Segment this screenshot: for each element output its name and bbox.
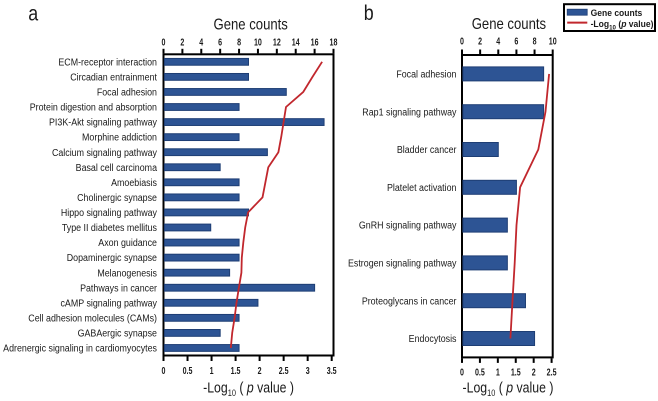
svg-text:14: 14 <box>292 36 300 48</box>
svg-text:Calcium signaling pathway: Calcium signaling pathway <box>52 147 157 159</box>
svg-text:-Log: -Log <box>203 379 228 395</box>
svg-text:(: ( <box>616 19 621 29</box>
svg-text:cAMP signaling pathway: cAMP signaling pathway <box>61 298 158 310</box>
svg-text:0: 0 <box>162 365 166 377</box>
svg-text:Basal cell carcinoma: Basal cell carcinoma <box>76 162 158 174</box>
svg-text:p: p <box>505 379 513 395</box>
svg-text:0: 0 <box>162 36 166 48</box>
svg-text:Proteoglycans in cancer: Proteoglycans in cancer <box>362 296 457 308</box>
svg-text:2: 2 <box>478 35 482 47</box>
svg-text:Cholinergic synapse: Cholinergic synapse <box>77 192 157 204</box>
svg-text:2.5: 2.5 <box>547 366 557 378</box>
svg-text:2.5: 2.5 <box>279 365 289 377</box>
svg-text:6: 6 <box>514 35 518 47</box>
svg-text:2: 2 <box>180 36 184 48</box>
svg-text:8: 8 <box>533 35 537 47</box>
svg-text:Amoebiasis: Amoebiasis <box>111 177 157 189</box>
svg-text:Adrenergic signaling in cardio: Adrenergic signaling in cardiomyocytes <box>3 343 157 355</box>
svg-text:(: ( <box>236 379 247 395</box>
svg-text:Endocytosis: Endocytosis <box>409 333 457 345</box>
svg-text:GABAergic synapse: GABAergic synapse <box>78 328 157 340</box>
svg-text:1: 1 <box>496 366 500 378</box>
svg-text:Rap1 signaling pathway: Rap1 signaling pathway <box>362 107 456 119</box>
svg-text:-Log: -Log <box>591 19 609 29</box>
svg-text:value ): value ) <box>513 379 553 395</box>
svg-text:Bladder cancer: Bladder cancer <box>397 144 457 156</box>
svg-text:4: 4 <box>496 35 500 47</box>
svg-text:Hippo signaling pathway: Hippo signaling pathway <box>61 207 157 219</box>
svg-text:Dopaminergic synapse: Dopaminergic synapse <box>67 253 157 265</box>
svg-text:0.5: 0.5 <box>183 365 193 377</box>
svg-text:Pathways in cancer: Pathways in cancer <box>80 283 158 295</box>
svg-text:b: b <box>364 2 374 26</box>
svg-text:10: 10 <box>254 36 262 48</box>
svg-text:1: 1 <box>210 365 214 377</box>
svg-text:(: ( <box>495 379 506 395</box>
svg-text:ECM-receptor interaction: ECM-receptor interaction <box>58 57 157 69</box>
svg-text:Estrogen signaling pathway: Estrogen signaling pathway <box>348 258 457 270</box>
svg-text:10: 10 <box>609 24 616 31</box>
svg-text:value): value) <box>626 19 653 29</box>
svg-text:p: p <box>246 379 254 395</box>
svg-text:12: 12 <box>273 36 281 48</box>
svg-text:Gene counts: Gene counts <box>591 8 643 18</box>
svg-text:Focal adhesion: Focal adhesion <box>97 87 157 99</box>
svg-text:Cell adhesion molecules (CAMs): Cell adhesion molecules (CAMs) <box>28 313 157 325</box>
svg-text:3.5: 3.5 <box>327 365 337 377</box>
svg-text:10: 10 <box>549 35 557 47</box>
svg-text:2: 2 <box>532 366 536 378</box>
svg-text:10: 10 <box>487 388 496 398</box>
svg-text:16: 16 <box>311 36 319 48</box>
svg-text:1.5: 1.5 <box>511 366 521 378</box>
svg-text:8: 8 <box>237 36 241 48</box>
svg-text:p: p <box>620 19 627 29</box>
svg-text:Platelet activation: Platelet activation <box>387 182 457 194</box>
svg-text:Gene counts: Gene counts <box>472 16 546 33</box>
svg-text:Melanogenesis: Melanogenesis <box>97 268 157 280</box>
svg-text:Axon guidance: Axon guidance <box>98 238 157 250</box>
svg-text:10: 10 <box>228 388 237 398</box>
svg-text:0.5: 0.5 <box>475 366 485 378</box>
svg-text:Focal adhesion: Focal adhesion <box>396 69 456 81</box>
svg-text:4: 4 <box>199 36 203 48</box>
svg-text:Morphine addiction: Morphine addiction <box>82 132 157 144</box>
svg-text:Circadian entrainment: Circadian entrainment <box>70 72 157 84</box>
svg-text:0: 0 <box>460 35 464 47</box>
svg-text:3: 3 <box>306 365 310 377</box>
svg-text:1.5: 1.5 <box>231 365 241 377</box>
svg-text:value ): value ) <box>254 379 294 395</box>
svg-text:6: 6 <box>218 36 222 48</box>
svg-text:0: 0 <box>460 366 464 378</box>
svg-text:18: 18 <box>330 36 338 48</box>
svg-text:2: 2 <box>258 365 262 377</box>
svg-text:GnRH signaling pathway: GnRH signaling pathway <box>359 220 457 232</box>
svg-text:Protein digestion and absorpti: Protein digestion and absorption <box>30 102 157 114</box>
svg-text:PI3K-Akt signaling pathway: PI3K-Akt signaling pathway <box>49 117 157 129</box>
svg-text:Gene counts: Gene counts <box>214 17 288 34</box>
svg-text:Type II diabetes mellitus: Type II diabetes mellitus <box>62 222 157 234</box>
svg-text:a: a <box>28 2 38 26</box>
svg-text:-Log: -Log <box>463 379 488 395</box>
